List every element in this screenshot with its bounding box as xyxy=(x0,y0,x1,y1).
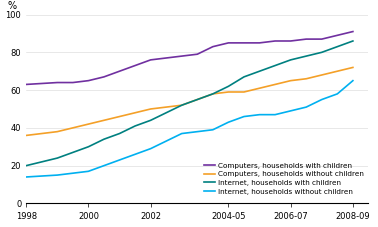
Computers, households without children xyxy=(133,111,137,114)
Internet, households with children xyxy=(117,132,122,135)
Internet, households without children xyxy=(55,174,60,176)
Computers, households with children xyxy=(226,42,231,44)
Computers, households with children xyxy=(195,53,200,56)
Computers, households with children xyxy=(55,81,60,84)
Computers, households with children xyxy=(71,81,75,84)
Computers, households without children xyxy=(226,91,231,93)
Computers, households with children xyxy=(133,64,137,67)
Internet, households with children xyxy=(102,138,106,141)
Internet, households without children xyxy=(211,128,215,131)
Internet, households with children xyxy=(257,70,262,73)
Computers, households with children xyxy=(117,70,122,73)
Computers, households without children xyxy=(257,87,262,90)
Internet, households without children xyxy=(24,176,28,178)
Line: Internet, households without children: Internet, households without children xyxy=(26,81,353,177)
Computers, households without children xyxy=(304,77,308,80)
Internet, households without children xyxy=(242,115,246,118)
Internet, households with children xyxy=(273,64,277,67)
Computers, households with children xyxy=(148,59,153,61)
Internet, households with children xyxy=(195,98,200,101)
Computers, households without children xyxy=(55,130,60,133)
Computers, households with children xyxy=(304,38,308,40)
Internet, households with children xyxy=(24,164,28,167)
Internet, households without children xyxy=(164,140,169,143)
Computers, households with children xyxy=(164,57,169,59)
Computers, households without children xyxy=(195,98,200,101)
Internet, households without children xyxy=(288,109,293,112)
Internet, households with children xyxy=(351,40,355,42)
Internet, households with children xyxy=(335,45,339,48)
Internet, households with children xyxy=(164,111,169,114)
Computers, households without children xyxy=(180,104,184,106)
Line: Internet, households with children: Internet, households with children xyxy=(26,41,353,166)
Internet, households without children xyxy=(351,79,355,82)
Computers, households without children xyxy=(86,123,91,126)
Internet, households with children xyxy=(180,104,184,106)
Computers, households without children xyxy=(288,79,293,82)
Internet, households without children xyxy=(335,93,339,95)
Computers, households without children xyxy=(71,126,75,129)
Computers, households with children xyxy=(180,55,184,57)
Computers, households without children xyxy=(211,93,215,95)
Computers, households with children xyxy=(24,83,28,86)
Computers, households with children xyxy=(211,45,215,48)
Internet, households with children xyxy=(304,55,308,57)
Internet, households without children xyxy=(226,121,231,123)
Internet, households without children xyxy=(273,113,277,116)
Internet, households with children xyxy=(133,125,137,127)
Computers, households with children xyxy=(273,40,277,42)
Computers, households without children xyxy=(242,91,246,93)
Internet, households without children xyxy=(86,170,91,173)
Internet, households with children xyxy=(55,157,60,159)
Internet, households without children xyxy=(195,130,200,133)
Computers, households with children xyxy=(257,42,262,44)
Internet, households with children xyxy=(226,85,231,88)
Computers, households without children xyxy=(102,119,106,122)
Computers, households without children xyxy=(351,66,355,69)
Computers, households without children xyxy=(319,74,324,76)
Internet, households with children xyxy=(211,93,215,95)
Computers, households with children xyxy=(102,76,106,78)
Line: Computers, households with children: Computers, households with children xyxy=(26,32,353,84)
Computers, households without children xyxy=(273,83,277,86)
Computers, households with children xyxy=(242,42,246,44)
Internet, households with children xyxy=(86,146,91,148)
Internet, households without children xyxy=(319,98,324,101)
Computers, households with children xyxy=(351,30,355,33)
Computers, households without children xyxy=(24,134,28,137)
Internet, households without children xyxy=(133,153,137,156)
Internet, households without children xyxy=(180,132,184,135)
Computers, households with children xyxy=(288,40,293,42)
Internet, households with children xyxy=(148,119,153,122)
Internet, households without children xyxy=(304,106,308,109)
Computers, households without children xyxy=(117,115,122,118)
Y-axis label: %: % xyxy=(8,1,17,11)
Computers, households without children xyxy=(335,70,339,73)
Internet, households without children xyxy=(71,172,75,175)
Internet, households without children xyxy=(257,113,262,116)
Legend: Computers, households with children, Computers, households without children, Int: Computers, households with children, Com… xyxy=(202,161,365,196)
Computers, households with children xyxy=(86,79,91,82)
Internet, households without children xyxy=(102,164,106,167)
Internet, households without children xyxy=(117,159,122,161)
Computers, households with children xyxy=(335,34,339,37)
Internet, households with children xyxy=(319,51,324,54)
Internet, households without children xyxy=(148,147,153,150)
Computers, households with children xyxy=(319,38,324,40)
Computers, households without children xyxy=(148,108,153,110)
Line: Computers, households without children: Computers, households without children xyxy=(26,67,353,136)
Computers, households without children xyxy=(164,106,169,109)
Internet, households with children xyxy=(242,76,246,78)
Internet, households with children xyxy=(71,151,75,154)
Internet, households with children xyxy=(288,59,293,61)
